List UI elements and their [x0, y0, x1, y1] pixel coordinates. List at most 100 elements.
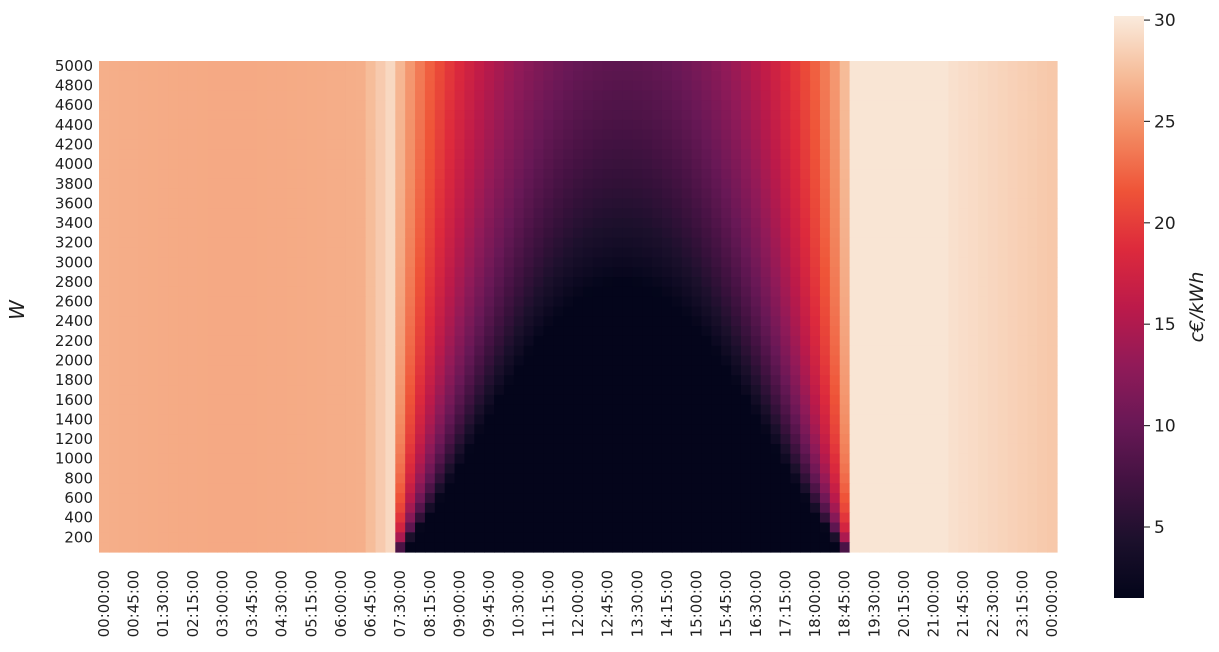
heatmap-cell [563, 277, 574, 288]
heatmap-cell [168, 188, 179, 200]
heatmap-cell [424, 316, 436, 327]
heatmap-cell [869, 227, 880, 239]
heatmap-cell [701, 335, 712, 347]
heatmap-cell [711, 100, 722, 111]
heatmap-cell [523, 473, 535, 484]
heatmap-cell [237, 208, 248, 219]
heatmap-cell [138, 80, 149, 92]
heatmap-cell [711, 218, 722, 229]
heatmap-cell [612, 434, 624, 445]
heatmap-cell [128, 247, 140, 258]
heatmap-cell [938, 414, 949, 425]
heatmap-cell [148, 463, 159, 475]
heatmap-cell [168, 218, 179, 229]
heatmap-cell [523, 502, 535, 514]
heatmap-cell [829, 61, 841, 72]
heatmap-cell [1037, 532, 1048, 543]
heatmap-cell [592, 385, 604, 396]
heatmap-cell [276, 100, 288, 111]
heatmap-cell [128, 169, 140, 180]
heatmap-cell [632, 345, 643, 357]
heatmap-cell [513, 296, 525, 308]
heatmap-cell [286, 512, 298, 524]
heatmap-cell [908, 306, 920, 317]
heatmap-cell [632, 473, 643, 484]
heatmap-cell [612, 404, 624, 416]
heatmap-cell [207, 100, 219, 111]
heatmap-cell [810, 129, 821, 141]
heatmap-cell [800, 286, 811, 298]
heatmap-cell [257, 512, 268, 524]
heatmap-cell [968, 404, 979, 416]
heatmap-cell [800, 385, 811, 396]
heatmap-cell [721, 375, 732, 386]
heatmap-cell [829, 443, 841, 455]
heatmap-cell [839, 335, 851, 347]
heatmap-cell [958, 404, 969, 416]
heatmap-cell [247, 434, 258, 445]
heatmap-cell [276, 286, 288, 298]
heatmap-cell [336, 335, 347, 347]
heatmap-cell [1027, 90, 1038, 101]
heatmap-cell [108, 159, 120, 170]
heatmap-cell [365, 129, 377, 141]
heatmap-cell [780, 286, 791, 298]
heatmap-cell [385, 139, 396, 150]
heatmap-cell [740, 502, 752, 514]
heatmap-cell [938, 169, 949, 180]
heatmap-cell [444, 247, 456, 258]
heatmap-cell [355, 532, 367, 543]
heatmap-cell [839, 277, 851, 288]
heatmap-cell [1027, 414, 1038, 425]
heatmap-cell [839, 178, 851, 190]
heatmap-cell [99, 385, 110, 396]
heatmap-cell [405, 247, 416, 258]
heatmap-cell [859, 139, 870, 150]
heatmap-cell [415, 208, 426, 219]
heatmap-cell [355, 286, 367, 298]
heatmap-cell [217, 227, 228, 239]
heatmap-cell [958, 414, 969, 425]
heatmap-cell [819, 159, 831, 170]
heatmap-cell [464, 385, 475, 396]
heatmap-cell [326, 512, 337, 524]
heatmap-cell [563, 493, 574, 504]
heatmap-cell [750, 119, 762, 131]
heatmap-cell [1007, 532, 1019, 543]
heatmap-cell [217, 473, 228, 484]
heatmap-cell [711, 512, 722, 524]
heatmap-cell [99, 159, 110, 170]
heatmap-cell [237, 198, 248, 209]
heatmap-cell [523, 532, 535, 543]
heatmap-cell [997, 443, 1009, 455]
heatmap-cell [740, 414, 752, 425]
heatmap-cell [997, 473, 1009, 484]
heatmap-cell [592, 90, 604, 101]
heatmap-cell [464, 237, 475, 249]
heatmap-cell [582, 61, 594, 72]
heatmap-cell [701, 414, 712, 425]
heatmap-cell [928, 277, 940, 288]
heatmap-cell [454, 227, 466, 239]
heatmap-cell [977, 247, 989, 258]
heatmap-cell [652, 335, 663, 347]
heatmap-cell [711, 247, 722, 258]
heatmap-cell [296, 247, 308, 258]
heatmap-cell [503, 453, 515, 465]
heatmap-cell [938, 100, 949, 111]
heatmap-cell [385, 188, 396, 200]
heatmap-cell [543, 208, 554, 219]
heatmap-cell [573, 90, 584, 101]
heatmap-cell [336, 257, 347, 268]
heatmap-cell [958, 90, 969, 101]
heatmap-cell [849, 443, 861, 455]
heatmap-cell [977, 414, 989, 425]
heatmap-cell [99, 463, 110, 475]
heatmap-cell [681, 139, 693, 150]
heatmap-cell [1027, 61, 1038, 72]
heatmap-cell [671, 355, 683, 367]
heatmap-cell [237, 365, 248, 376]
heatmap-cell [869, 286, 880, 298]
heatmap-cell [760, 159, 772, 170]
heatmap-cell [661, 80, 673, 92]
